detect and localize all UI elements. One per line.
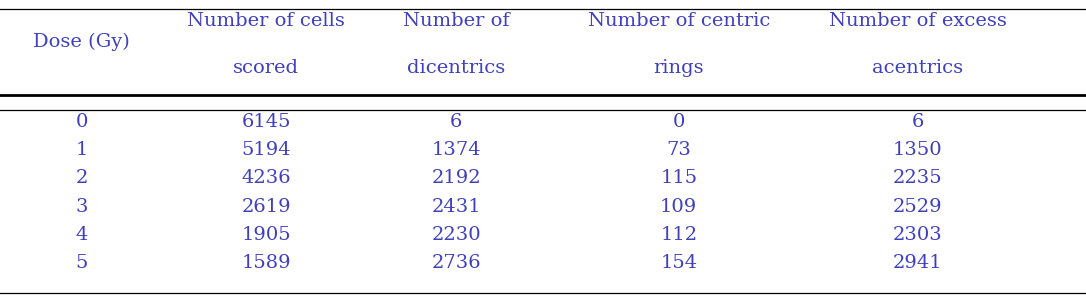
Text: 5: 5 bbox=[75, 254, 88, 272]
Text: Number of excess: Number of excess bbox=[829, 12, 1007, 30]
Text: Dose (Gy): Dose (Gy) bbox=[33, 33, 130, 51]
Text: 6: 6 bbox=[450, 113, 463, 131]
Text: 0: 0 bbox=[75, 113, 88, 131]
Text: 112: 112 bbox=[660, 226, 697, 244]
Text: 73: 73 bbox=[667, 141, 691, 159]
Text: Number of cells: Number of cells bbox=[187, 12, 345, 30]
Text: 2736: 2736 bbox=[431, 254, 481, 272]
Text: 4236: 4236 bbox=[241, 169, 291, 188]
Text: 2: 2 bbox=[75, 169, 88, 188]
Text: Number of centric: Number of centric bbox=[588, 12, 770, 30]
Text: dicentrics: dicentrics bbox=[407, 59, 505, 77]
Text: 2235: 2235 bbox=[893, 169, 943, 188]
Text: 115: 115 bbox=[660, 169, 697, 188]
Text: 3: 3 bbox=[75, 198, 88, 216]
Text: Number of: Number of bbox=[403, 12, 509, 30]
Text: 4: 4 bbox=[75, 226, 88, 244]
Text: acentrics: acentrics bbox=[872, 59, 963, 77]
Text: 1589: 1589 bbox=[241, 254, 291, 272]
Text: 2619: 2619 bbox=[241, 198, 291, 216]
Text: 2941: 2941 bbox=[893, 254, 943, 272]
Text: 2192: 2192 bbox=[431, 169, 481, 188]
Text: rings: rings bbox=[654, 59, 704, 77]
Text: 154: 154 bbox=[660, 254, 697, 272]
Text: 1: 1 bbox=[75, 141, 88, 159]
Text: 6: 6 bbox=[911, 113, 924, 131]
Text: 6145: 6145 bbox=[241, 113, 291, 131]
Text: 2529: 2529 bbox=[893, 198, 943, 216]
Text: 1350: 1350 bbox=[893, 141, 943, 159]
Text: 0: 0 bbox=[672, 113, 685, 131]
Text: 1905: 1905 bbox=[241, 226, 291, 244]
Text: 2230: 2230 bbox=[431, 226, 481, 244]
Text: 5194: 5194 bbox=[241, 141, 291, 159]
Text: 109: 109 bbox=[660, 198, 697, 216]
Text: 2431: 2431 bbox=[431, 198, 481, 216]
Text: 2303: 2303 bbox=[893, 226, 943, 244]
Text: 1374: 1374 bbox=[431, 141, 481, 159]
Text: scored: scored bbox=[233, 59, 299, 77]
